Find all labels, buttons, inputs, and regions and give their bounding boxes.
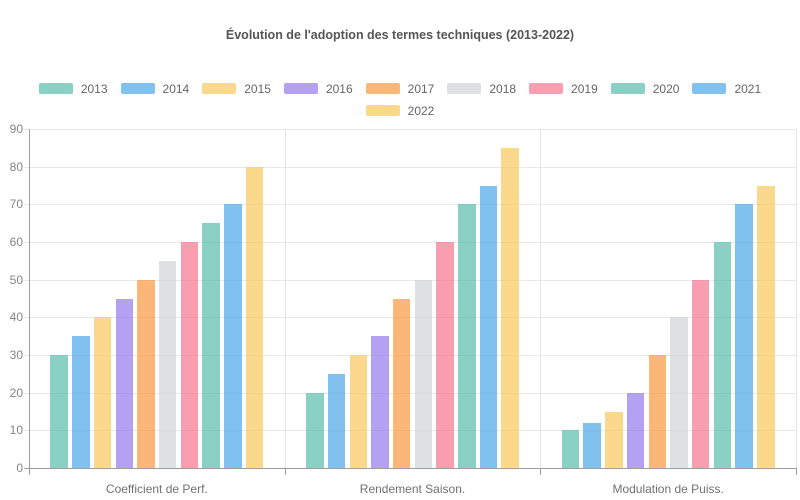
gridline-y-70 bbox=[24, 204, 796, 206]
legend-swatch-2017 bbox=[365, 83, 400, 94]
bar-2021-rendement-saison[interactable] bbox=[479, 185, 498, 468]
bar-2016-rendement-saison[interactable] bbox=[371, 336, 389, 468]
legend-item-2018[interactable]: 2018 bbox=[447, 81, 517, 96]
bar-2014-modulation-de-puiss[interactable] bbox=[583, 422, 601, 468]
legend-label-2021: 2021 bbox=[734, 81, 762, 96]
y-axis-line bbox=[29, 129, 30, 475]
legend-label-2022: 2022 bbox=[407, 103, 435, 118]
gridline-y-90 bbox=[24, 129, 796, 130]
legend-item-2014[interactable]: 2014 bbox=[120, 81, 190, 96]
bar-2018-rendement-saison[interactable] bbox=[414, 279, 433, 468]
panel-separator bbox=[796, 129, 797, 468]
bar-2019-rendement-saison[interactable] bbox=[436, 242, 454, 468]
panel-separator bbox=[284, 129, 286, 468]
y-axis-tick-label: 0 bbox=[16, 461, 23, 475]
category-label-rendement-saison: Rendement Saison. bbox=[359, 482, 466, 496]
x-axis-tick bbox=[284, 468, 286, 475]
legend: 2013 2014 2015 2016 2017 2018 2019 2020 2021 2022 bbox=[0, 81, 800, 118]
x-axis-line bbox=[24, 468, 796, 469]
legend-label-2013: 2013 bbox=[80, 81, 108, 96]
bar-2014-coefficient-de-perf[interactable] bbox=[72, 336, 90, 468]
y-axis-tick-label: 70 bbox=[9, 197, 23, 212]
bar-2015-rendement-saison[interactable] bbox=[349, 355, 367, 468]
bar-2017-rendement-saison[interactable] bbox=[392, 298, 411, 468]
chart-title: Évolution de l'adoption des termes techn… bbox=[225, 28, 575, 42]
legend-item-2019[interactable]: 2019 bbox=[529, 81, 598, 96]
legend-item-2020[interactable]: 2020 bbox=[610, 81, 680, 96]
legend-swatch-2022 bbox=[365, 105, 400, 116]
legend-swatch-2020 bbox=[610, 83, 645, 94]
legend-swatch-2016 bbox=[283, 83, 318, 94]
category-label-modulation-de-puiss: Modulation de Puiss. bbox=[612, 482, 724, 496]
y-axis-tick-label: 40 bbox=[9, 310, 23, 325]
bar-2019-coefficient-de-perf[interactable] bbox=[180, 242, 199, 468]
y-axis-tick-label: 90 bbox=[9, 122, 23, 136]
bar-2020-rendement-saison[interactable] bbox=[458, 204, 476, 468]
legend-label-2019: 2019 bbox=[571, 81, 598, 96]
legend-label-2017: 2017 bbox=[407, 81, 435, 96]
panel-separator bbox=[540, 129, 542, 468]
bar-2013-modulation-de-puiss[interactable] bbox=[561, 430, 580, 468]
legend-item-2016[interactable]: 2016 bbox=[283, 81, 353, 96]
legend-swatch-2014 bbox=[120, 83, 155, 94]
bar-2013-rendement-saison[interactable] bbox=[306, 392, 324, 468]
gridline-y-60 bbox=[24, 242, 796, 243]
legend-swatch-2021 bbox=[692, 83, 727, 94]
x-axis-tick bbox=[796, 468, 797, 475]
legend-swatch-2013 bbox=[38, 83, 73, 94]
bar-2020-coefficient-de-perf[interactable] bbox=[202, 223, 220, 468]
legend-label-2014: 2014 bbox=[162, 81, 190, 96]
bar-2016-modulation-de-puiss[interactable] bbox=[626, 392, 645, 468]
bar-2022-coefficient-de-perf[interactable] bbox=[245, 166, 264, 468]
bar-2016-coefficient-de-perf[interactable] bbox=[115, 298, 134, 468]
bar-2021-coefficient-de-perf[interactable] bbox=[224, 204, 242, 468]
y-axis-tick-label: 60 bbox=[9, 235, 23, 249]
bar-2020-modulation-de-puiss[interactable] bbox=[713, 242, 732, 468]
y-axis-tick-label: 30 bbox=[9, 348, 23, 362]
legend-label-2018: 2018 bbox=[489, 81, 517, 96]
bar-2013-coefficient-de-perf[interactable] bbox=[50, 355, 68, 468]
legend-label-2015: 2015 bbox=[244, 81, 271, 96]
legend-item-2015[interactable]: 2015 bbox=[202, 81, 271, 96]
bar-2021-modulation-de-puiss[interactable] bbox=[735, 204, 753, 468]
bar-2014-rendement-saison[interactable] bbox=[327, 373, 346, 468]
legend-swatch-2015 bbox=[202, 83, 237, 94]
bar-2022-rendement-saison[interactable] bbox=[501, 147, 519, 468]
category-label-coefficient-de-perf: Coefficient de Perf. bbox=[105, 482, 208, 496]
x-axis-tick bbox=[540, 468, 542, 475]
legend-item-2022[interactable]: 2022 bbox=[365, 103, 435, 118]
y-axis-tick-label: 50 bbox=[9, 272, 23, 287]
bar-2015-coefficient-de-perf[interactable] bbox=[93, 317, 112, 468]
bar-2018-modulation-de-puiss[interactable] bbox=[670, 317, 688, 468]
bar-2017-modulation-de-puiss[interactable] bbox=[648, 355, 667, 468]
legend-label-2020: 2020 bbox=[652, 81, 680, 96]
gridline-y-80 bbox=[24, 166, 796, 168]
y-axis-tick-label: 20 bbox=[9, 385, 23, 400]
bar-2015-modulation-de-puiss[interactable] bbox=[605, 411, 623, 468]
legend-item-2021[interactable]: 2021 bbox=[692, 81, 762, 96]
bar-2017-coefficient-de-perf[interactable] bbox=[137, 279, 155, 468]
legend-label-2016: 2016 bbox=[325, 81, 353, 96]
legend-item-2017[interactable]: 2017 bbox=[365, 81, 435, 96]
y-axis-tick-label: 10 bbox=[9, 423, 23, 438]
bar-2018-coefficient-de-perf[interactable] bbox=[158, 260, 177, 468]
legend-swatch-2019 bbox=[529, 83, 564, 94]
bar-2019-modulation-de-puiss[interactable] bbox=[691, 279, 710, 468]
legend-item-2013[interactable]: 2013 bbox=[38, 81, 108, 96]
legend-swatch-2018 bbox=[447, 83, 482, 94]
bar-2022-modulation-de-puiss[interactable] bbox=[757, 185, 775, 468]
y-axis-tick-label: 80 bbox=[9, 159, 23, 174]
